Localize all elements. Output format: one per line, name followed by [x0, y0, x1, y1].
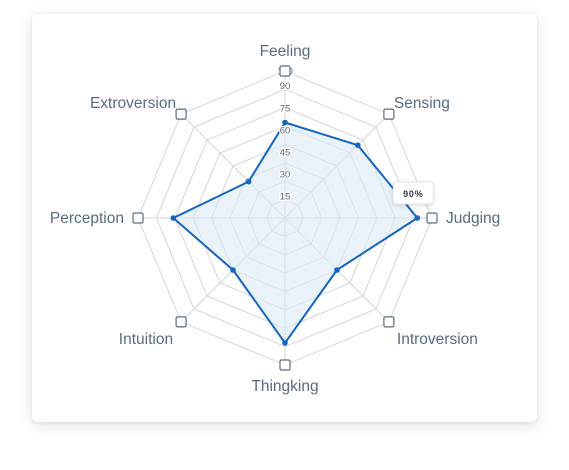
axis-label-intuition: Intuition — [119, 331, 173, 348]
axis-handle-thingking[interactable] — [279, 359, 291, 371]
axis-handles — [132, 65, 438, 371]
series-area — [172, 121, 419, 344]
axis-labels: Feeling Sensing Judging Introversion Thingki… — [50, 43, 500, 395]
data-point-thingking[interactable] — [282, 340, 288, 346]
data-point-intuition[interactable] — [230, 267, 236, 273]
tick-label: 60 — [280, 125, 291, 136]
tick-label: 90 — [280, 81, 291, 92]
data-point-sensing[interactable] — [355, 142, 361, 148]
axis-handle-extroversion[interactable] — [175, 108, 187, 120]
chart-card: 153045607590100 FeelingSensingJudgingInt… — [32, 14, 537, 422]
data-point-extroversion[interactable] — [245, 178, 252, 185]
tick-label: 75 — [280, 103, 291, 114]
data-point-introversion[interactable] — [334, 267, 340, 273]
value-tooltip: 90% — [392, 181, 434, 205]
tick-label: 45 — [280, 147, 291, 158]
tooltip-value: 90% — [403, 189, 423, 199]
axis-handle-sensing[interactable] — [383, 108, 395, 120]
data-point-feeling[interactable] — [282, 119, 288, 126]
tick-label: 15 — [280, 191, 291, 202]
axis-label-judging: Judging — [446, 210, 500, 227]
axis-label-perception: Perception — [50, 210, 124, 227]
axis-label-introversion: Introversion — [397, 331, 478, 348]
axis-handle-judging[interactable] — [426, 212, 438, 224]
data-point-perception[interactable] — [170, 215, 177, 221]
axis-label-sensing: Sensing — [394, 95, 450, 112]
axis-label-feeling: Feeling — [260, 43, 311, 60]
radar-series — [170, 119, 421, 346]
axis-label-thingking: Thingking — [251, 378, 318, 395]
axis-handle-intuition[interactable] — [175, 316, 187, 328]
axis-label-extroversion: Extroversion — [90, 95, 176, 112]
tick-label: 30 — [280, 169, 291, 180]
data-point-judging[interactable] — [414, 215, 421, 221]
radar-chart: 153045607590100 FeelingSensingJudgingInt… — [50, 43, 500, 395]
axis-handle-introversion[interactable] — [383, 316, 395, 328]
tooltip-box — [392, 181, 434, 205]
axis-handle-perception[interactable] — [132, 212, 144, 224]
axis-handle-feeling[interactable] — [279, 65, 291, 77]
